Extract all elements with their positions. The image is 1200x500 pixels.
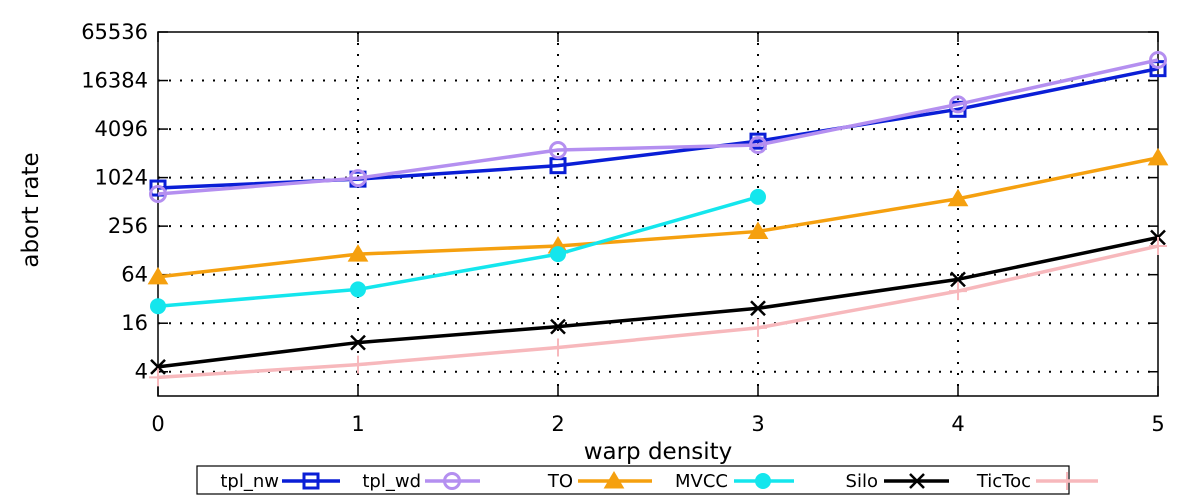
y-tick-label: 4 (135, 360, 148, 384)
data-point-to (147, 266, 169, 285)
data-point-to (347, 244, 369, 262)
x-tick-label: 3 (751, 412, 764, 436)
legend-marker-silo (909, 473, 925, 489)
data-point-silo (750, 300, 766, 317)
data-point-tpl-wd (1149, 50, 1167, 69)
data-point-tpl-wd (949, 95, 967, 114)
series-line-tpl-nw (157, 66, 1159, 190)
data-point-tictoc (349, 355, 367, 374)
series-tpl-nw (149, 60, 1167, 197)
y-tick-label: 64 (121, 263, 148, 287)
data-point-mvcc (150, 298, 166, 315)
data-point-tpl-wd (149, 185, 167, 204)
ticks: 4 16 64 256 1024 4096 16384 65536 0 1 2 3 4 5 (81, 20, 1165, 436)
x-axis-title: warp density (584, 439, 733, 465)
series-line-tictoc (157, 244, 1159, 380)
series-line-tpl-wd (157, 58, 1159, 196)
data-point-tictoc (749, 318, 767, 337)
y-tick-label: 65536 (81, 20, 148, 44)
x-tick-label: 2 (551, 412, 564, 436)
series-group (147, 50, 1169, 387)
data-point-silo (550, 318, 566, 335)
data-point-mvcc (350, 281, 366, 298)
legend-marker-tpl-wd (443, 472, 461, 490)
series-silo (150, 229, 1166, 375)
data-point-tpl-wd (749, 135, 767, 154)
x-tick-label: 5 (1151, 412, 1164, 436)
grid (158, 32, 1158, 396)
legend-label-mvcc: MVCC (675, 471, 728, 492)
legend-label-tpl-nw: tpl_nw (220, 471, 279, 492)
data-point-silo (150, 358, 166, 375)
series-line-silo (157, 235, 1159, 369)
data-point-tictoc (1149, 237, 1167, 256)
series-line-mvcc (157, 195, 759, 308)
data-point-silo (350, 334, 366, 351)
legend-marker-mvcc (755, 473, 771, 489)
legend-marker-tictoc (1058, 472, 1076, 490)
y-tick-label: 4096 (95, 117, 148, 141)
series-tictoc (149, 237, 1167, 387)
x-tick-label: 1 (351, 412, 364, 436)
data-point-tpl-wd (349, 169, 367, 188)
y-tick-label: 16384 (81, 69, 148, 93)
legend: tpl_nw tpl_wd TO MVCC Silo TicToc (196, 465, 1098, 495)
legend-label-tictoc: TicToc (976, 471, 1031, 492)
data-point-tictoc (149, 368, 167, 387)
data-point-silo (950, 271, 966, 288)
x-tick-label: 4 (951, 412, 964, 436)
legend-marker-to (603, 471, 625, 489)
series-tpl-wd (149, 50, 1167, 204)
legend-marker-tpl-nw (302, 472, 320, 490)
series-mvcc (150, 188, 766, 315)
data-point-tictoc (949, 282, 967, 301)
series-line-to (157, 156, 1159, 279)
x-tick-label: 0 (151, 412, 164, 436)
y-tick-label: 16 (121, 311, 148, 335)
data-point-tictoc (549, 338, 567, 357)
data-point-tpl-wd (549, 141, 567, 160)
plot-border (157, 31, 1159, 397)
data-point-mvcc (750, 188, 766, 205)
legend-label-silo: Silo (846, 471, 878, 492)
legend-label-to: TO (547, 471, 573, 492)
y-tick-label: 256 (108, 214, 148, 238)
series-to (147, 147, 1169, 285)
legend-label-tpl-wd: tpl_wd (362, 471, 421, 492)
data-point-tpl-nw (149, 179, 167, 197)
y-axis-title: abort rate (18, 152, 44, 267)
data-point-to (747, 221, 769, 239)
y-tick-label: 1024 (95, 166, 148, 190)
data-point-to (947, 188, 969, 207)
data-point-to (1147, 147, 1169, 166)
data-point-mvcc (550, 246, 566, 263)
